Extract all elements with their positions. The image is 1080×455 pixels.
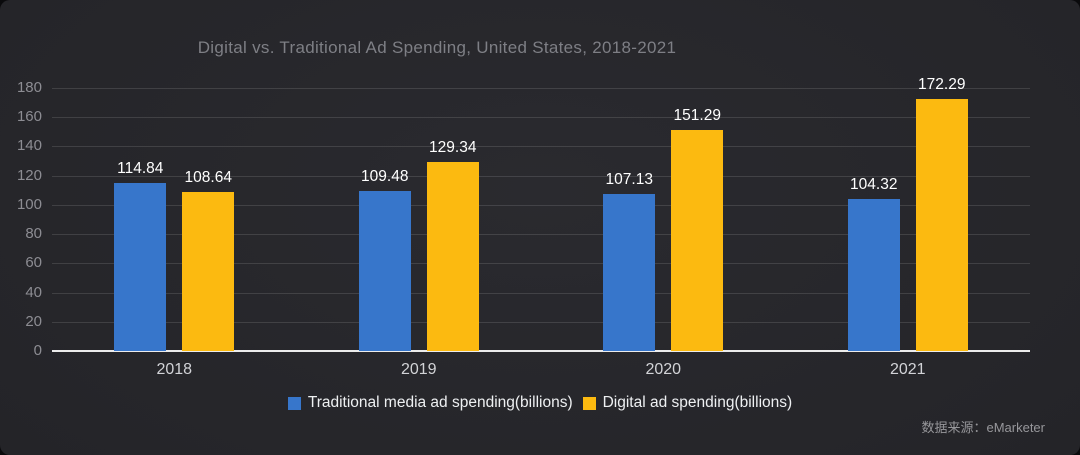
chart-title: Digital vs. Traditional Ad Spending, Uni…: [197, 38, 677, 57]
bar-value-label-digital-ad-spending-2018: 108.64: [184, 169, 232, 187]
gridline-40: [52, 292, 1030, 294]
bar-digital-ad-spending-2018[interactable]: [182, 192, 235, 351]
x-axis-label-2018: 2018: [156, 361, 193, 378]
legend-label-digital-ad-spending: Digital ad spending(billions): [602, 394, 793, 411]
y-axis-tick-label-80: 80: [25, 225, 42, 243]
bar-traditional-media-ad-spending-2021[interactable]: [847, 198, 900, 351]
legend-item-digital-ad-spending[interactable]: Digital ad spending(billions): [582, 394, 793, 412]
x-axis-label-2021: 2021: [889, 361, 926, 378]
bar-traditional-media-ad-spending-2019[interactable]: [358, 191, 411, 351]
bar-digital-ad-spending-2021[interactable]: [915, 99, 968, 351]
legend-label-traditional-media-ad-spending: Traditional media ad spending(billions): [307, 394, 573, 411]
y-axis-tick-label-120: 120: [16, 166, 42, 184]
bar-value-label-traditional-media-ad-spending-2018: 114.84: [117, 160, 164, 178]
y-axis-tick-label-140: 140: [16, 137, 42, 155]
y-axis-tick-label-20: 20: [25, 312, 42, 330]
gridline-160: [52, 117, 1030, 119]
y-axis-tick-label-160: 160: [16, 108, 42, 126]
bar-digital-ad-spending-2020[interactable]: [671, 129, 724, 351]
legend-swatch-traditional-media-ad-spending: [287, 396, 301, 410]
source-note: 数据来源：eMarketer: [921, 420, 1045, 435]
legend-swatch-digital-ad-spending: [582, 396, 596, 410]
bar-value-label-traditional-media-ad-spending-2021: 104.32: [850, 175, 898, 193]
y-axis-tick-label-60: 60: [25, 254, 42, 272]
bar-value-label-digital-ad-spending-2020: 151.29: [673, 106, 721, 124]
gridline-140: [52, 146, 1030, 148]
bar-value-label-digital-ad-spending-2019: 129.34: [429, 139, 477, 157]
bar-digital-ad-spending-2019[interactable]: [426, 162, 479, 351]
gridline-100: [52, 204, 1030, 206]
legend: Traditional media ad spending(billions) D…: [0, 394, 1080, 412]
x-axis-line: [52, 350, 1030, 352]
gridline-120: [52, 175, 1030, 177]
gridline-20: [52, 321, 1030, 323]
bar-value-label-traditional-media-ad-spending-2019: 109.48: [361, 168, 409, 186]
y-axis-tick-label-100: 100: [16, 195, 42, 213]
bar-value-label-traditional-media-ad-spending-2020: 107.13: [605, 171, 653, 189]
bar-traditional-media-ad-spending-2020[interactable]: [603, 194, 656, 351]
y-axis-tick-label-180: 180: [16, 79, 42, 96]
gridline-80: [52, 234, 1030, 236]
y-axis-tick-label-0: 0: [33, 342, 42, 359]
x-axis-label-2019: 2019: [400, 361, 437, 378]
bar-value-label-digital-ad-spending-2021: 172.29: [918, 76, 966, 94]
x-axis-label-2020: 2020: [645, 361, 682, 378]
bar-traditional-media-ad-spending-2018[interactable]: [114, 183, 167, 351]
gridline-60: [52, 263, 1030, 265]
y-axis-tick-label-40: 40: [25, 283, 42, 301]
gridline-180: [52, 88, 1030, 89]
legend-item-traditional-media-ad-spending[interactable]: Traditional media ad spending(billions): [287, 394, 573, 412]
